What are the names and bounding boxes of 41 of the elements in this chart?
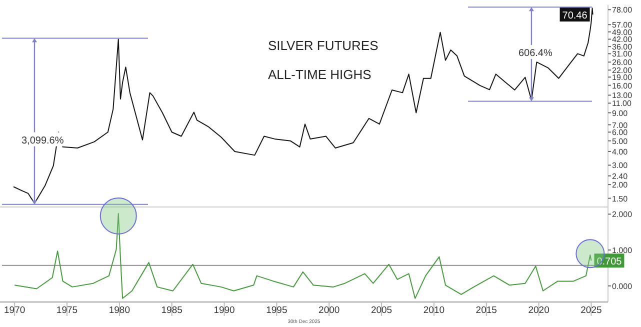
y-tick-label: 0.000 <box>612 282 633 291</box>
y-tick-label: 9.00 <box>612 108 628 118</box>
annotation: 606.4% <box>518 48 552 59</box>
y-tick-label: 13.00 <box>612 91 633 100</box>
y-tick-label: 78.00 <box>612 6 633 15</box>
y-tick-label: 4.00 <box>612 147 628 156</box>
y-tick-label: 31.00 <box>612 50 633 59</box>
annotation: 3,099.6% <box>22 135 64 146</box>
data-label: 70.46 <box>562 10 588 22</box>
x-tick-label: 1990 <box>214 305 235 316</box>
y-tick-label: 36.00 <box>612 42 633 52</box>
y-tick-label: 6.00 <box>612 128 628 138</box>
y-tick-label: 5.00 <box>612 136 628 146</box>
x-tick-label: 2010 <box>423 305 445 316</box>
y-tick-label: 16.00 <box>612 81 633 90</box>
x-tick-label: 1975 <box>56 305 78 316</box>
x-tick-label: 2005 <box>370 305 392 316</box>
y-tick-label: 2.000 <box>612 210 633 220</box>
y-tick-label: 7.00 <box>612 120 628 130</box>
text: ALL-TIME HIGHS <box>268 67 372 82</box>
x-tick-label: 2020 <box>528 305 550 316</box>
y-tick-label: 57.00 <box>612 20 633 30</box>
x-tick-label: 1985 <box>161 305 182 316</box>
y-tick-label: 2.40 <box>612 172 628 181</box>
y-tick-label: 3.00 <box>612 161 628 170</box>
y-tick-label: 2.00 <box>612 180 628 190</box>
x-tick-label: 1980 <box>108 305 130 316</box>
y-tick-label: 22.00 <box>612 66 633 76</box>
y-tick-label: 19.00 <box>612 73 633 82</box>
x-tick-label: 2015 <box>476 305 497 316</box>
y-tick-label: 11.00 <box>612 99 632 108</box>
y-tick-label: 26.00 <box>612 58 633 68</box>
text: SILVER FUTURES <box>268 38 379 53</box>
y-tick-label: 1.000 <box>612 246 633 256</box>
x-tick-label: 1970 <box>4 305 26 316</box>
x-tick-label: 1995 <box>266 305 288 316</box>
x-tick-label: 2000 <box>318 305 340 316</box>
y-tick-label: 1.50 <box>612 194 628 204</box>
x-tick-label: 2025 <box>580 305 602 316</box>
y-tick-label: 49.00 <box>612 28 633 37</box>
y-tick-label: 42.00 <box>612 35 633 44</box>
